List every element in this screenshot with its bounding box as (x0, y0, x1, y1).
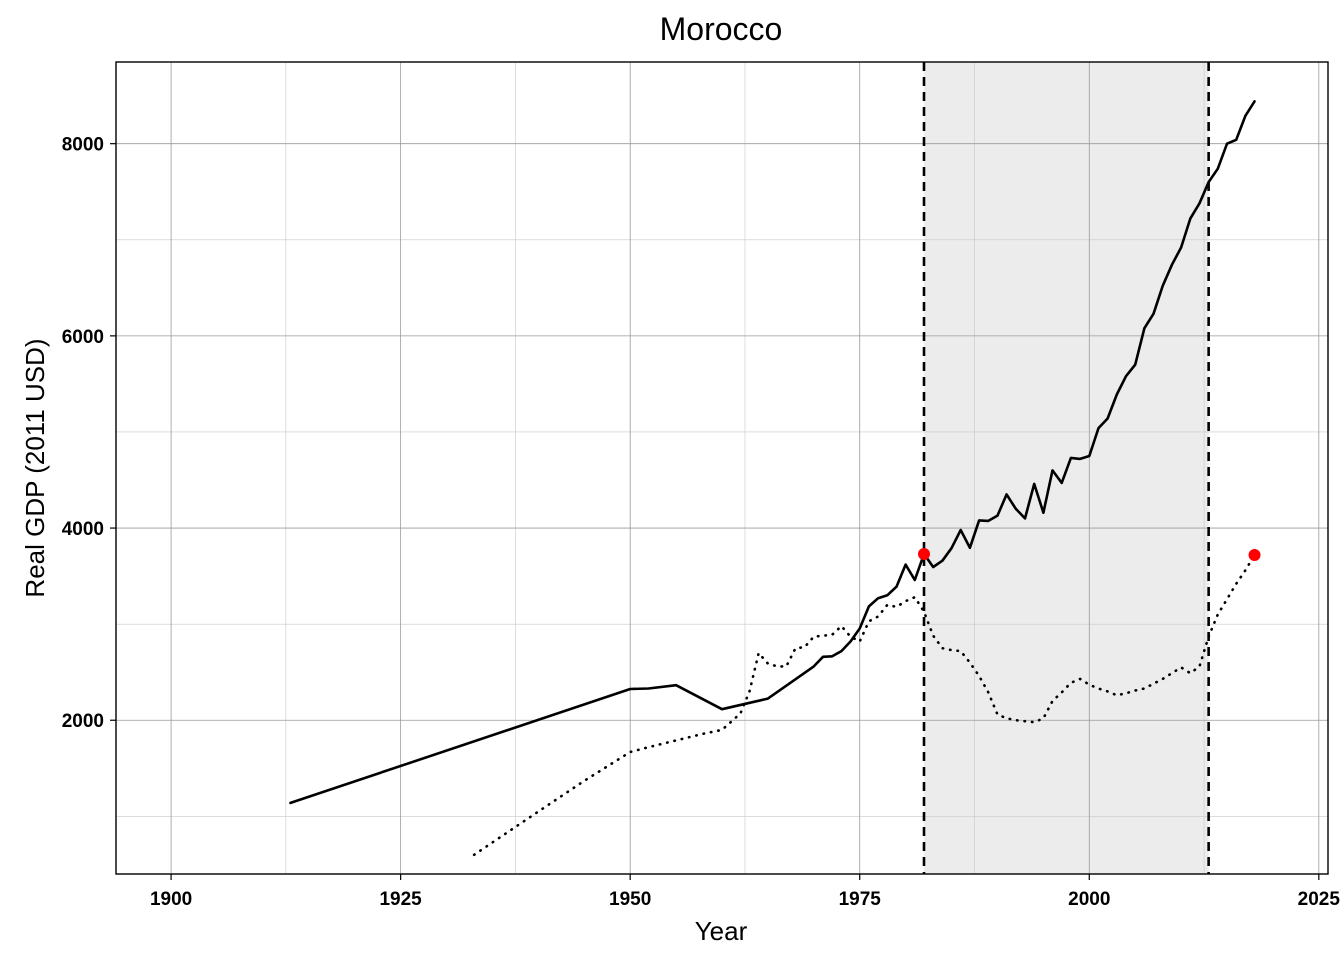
y-tick-label: 6000 (62, 327, 104, 348)
highlight-point (918, 548, 930, 561)
y-tick-label: 8000 (62, 135, 104, 156)
chart-title: Morocco (660, 11, 783, 47)
y-tick-label: 2000 (62, 711, 104, 732)
plot-area: 1900 1925 1950 1975 2000 2025 2000 4000 6000 8000 (62, 61, 1341, 910)
highlight-point (1248, 548, 1261, 561)
x-tick-label: 1900 (150, 889, 192, 910)
solid-series-line (289, 100, 1256, 805)
x-tick-label: 1975 (839, 889, 882, 910)
x-tick-label: 1950 (609, 889, 651, 910)
x-axis-title: Year (695, 916, 748, 946)
dotted-series-line (472, 553, 1256, 857)
y-axis-title: Real GDP (2011 USD) (20, 338, 50, 597)
y-tick-label: 4000 (62, 519, 104, 540)
x-tick-label: 2000 (1068, 889, 1110, 910)
x-tick-label: 1925 (379, 889, 422, 910)
plot-border (115, 61, 1329, 875)
x-tick-label: 2025 (1298, 889, 1341, 910)
